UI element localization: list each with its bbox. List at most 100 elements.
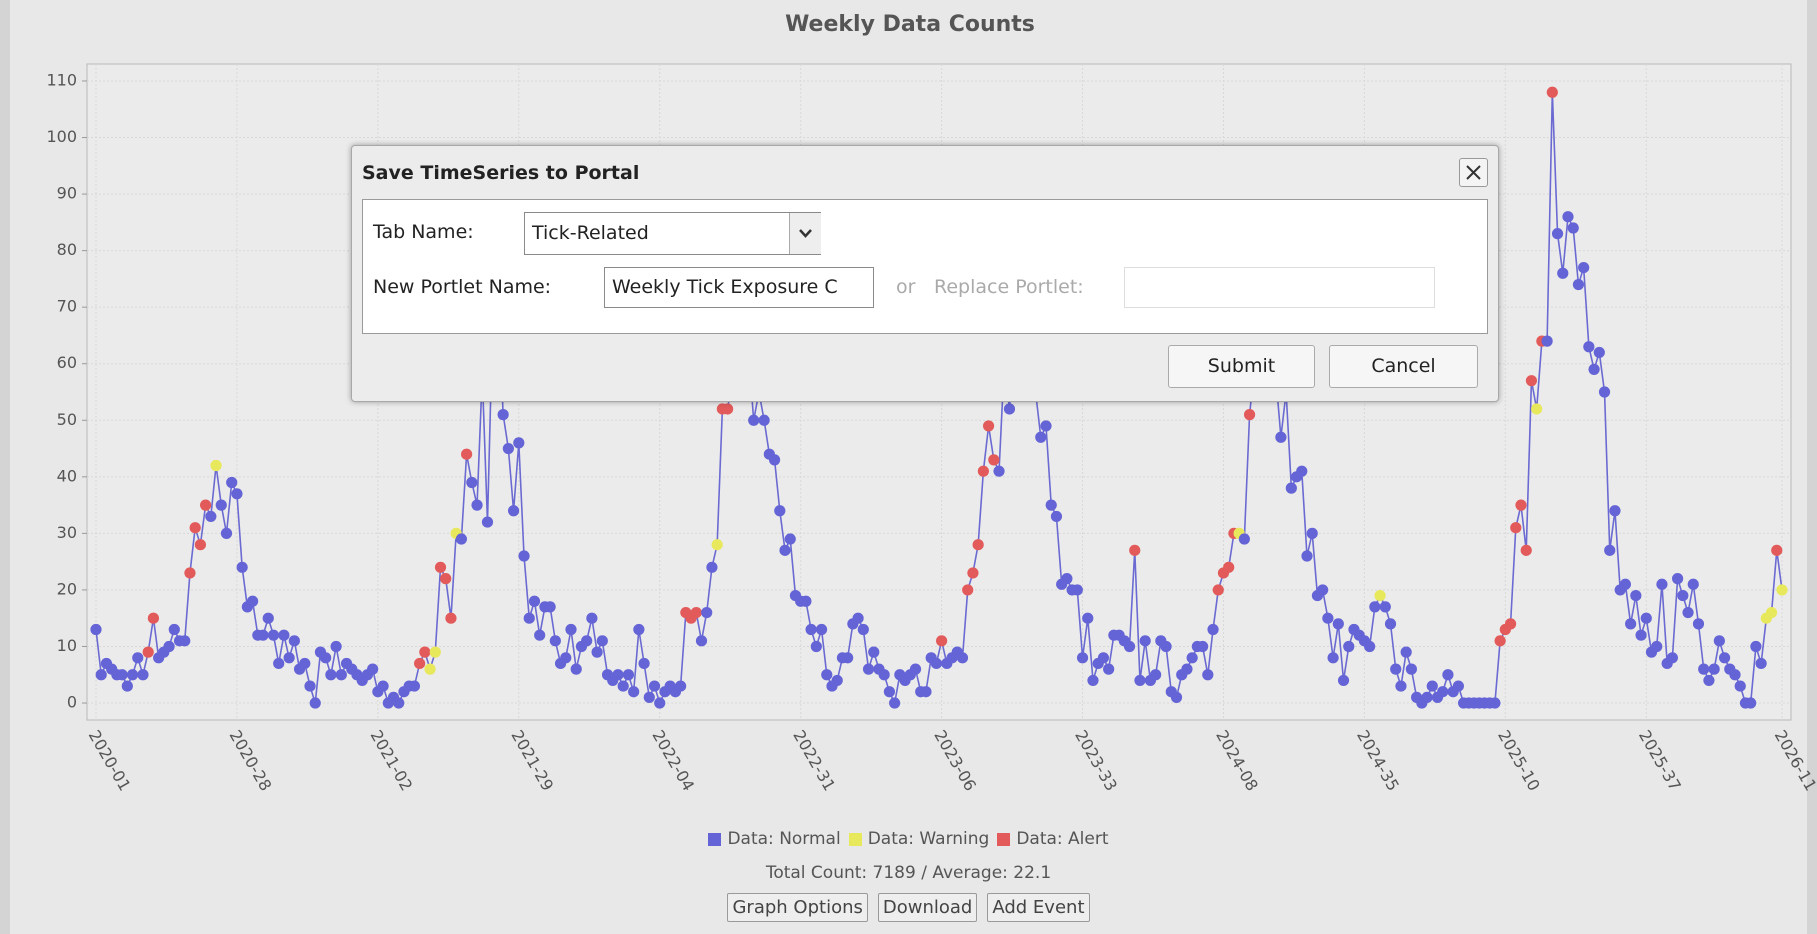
data-point bbox=[857, 623, 869, 636]
legend-item: Data: Warning bbox=[848, 829, 989, 849]
download-button[interactable]: Download bbox=[877, 892, 978, 922]
data-point bbox=[1337, 674, 1350, 687]
data-point bbox=[278, 629, 290, 641]
data-point bbox=[534, 629, 546, 641]
data-point bbox=[262, 612, 274, 624]
data-point bbox=[1682, 606, 1694, 619]
x-tick-label: 2021-02 bbox=[367, 727, 417, 794]
footer: Data: Normal Data: Warning Data: Alert T… bbox=[0, 822, 1817, 924]
data-point bbox=[1390, 663, 1402, 675]
data-point bbox=[988, 454, 1000, 466]
close-button[interactable] bbox=[1459, 158, 1488, 187]
data-point bbox=[1082, 612, 1094, 624]
data-point bbox=[831, 674, 843, 687]
data-point bbox=[1123, 640, 1136, 653]
data-point bbox=[1567, 222, 1579, 234]
data-point bbox=[424, 663, 436, 675]
data-point bbox=[1750, 640, 1762, 653]
data-point bbox=[1593, 346, 1605, 359]
x-tick-label: 2026-11 bbox=[1771, 727, 1817, 794]
data-point bbox=[273, 657, 285, 670]
data-point bbox=[1045, 499, 1057, 511]
data-point bbox=[497, 409, 509, 421]
data-point bbox=[1713, 635, 1725, 647]
data-point bbox=[231, 488, 243, 500]
data-point bbox=[1061, 573, 1073, 585]
data-point bbox=[1400, 646, 1412, 658]
data-point bbox=[868, 646, 880, 658]
y-tick-label: 10 bbox=[57, 636, 77, 655]
select-arrow bbox=[789, 213, 821, 254]
tab-select[interactable]: Tick-Related bbox=[524, 212, 821, 255]
data-point bbox=[1515, 499, 1527, 511]
legend-item: Data: Normal bbox=[708, 829, 841, 849]
data-point bbox=[325, 669, 337, 681]
data-point bbox=[1619, 578, 1632, 590]
add-event-button[interactable]: Add Event bbox=[987, 892, 1090, 922]
graph-options-button[interactable]: Graph Options bbox=[727, 892, 868, 922]
dialog-title: Save TimeSeries to Portal bbox=[362, 162, 640, 184]
data-point bbox=[1301, 550, 1313, 562]
data-point bbox=[648, 680, 661, 692]
data-point bbox=[1672, 573, 1684, 585]
data-point bbox=[184, 567, 196, 579]
data-point bbox=[163, 640, 175, 653]
data-point bbox=[706, 561, 718, 573]
data-point bbox=[1421, 691, 1433, 703]
data-point bbox=[137, 669, 149, 681]
data-point bbox=[445, 612, 457, 624]
data-point bbox=[1322, 612, 1334, 624]
x-tick-label: 2024-35 bbox=[1353, 727, 1403, 794]
data-point bbox=[1442, 669, 1454, 681]
data-point bbox=[675, 680, 687, 692]
y-tick-label: 30 bbox=[57, 523, 77, 542]
data-point bbox=[1718, 652, 1731, 664]
data-point bbox=[1296, 465, 1308, 477]
data-point bbox=[1395, 680, 1407, 692]
data-point bbox=[690, 606, 702, 619]
data-point bbox=[1181, 663, 1193, 675]
data-point bbox=[507, 505, 520, 517]
data-point bbox=[414, 657, 426, 670]
data-point bbox=[962, 584, 974, 596]
data-point bbox=[528, 595, 541, 607]
data-point bbox=[930, 657, 942, 670]
y-tick-label: 60 bbox=[57, 353, 77, 372]
tab-value: Tick-Related bbox=[532, 222, 649, 244]
data-point bbox=[622, 669, 635, 681]
legend-label: Data: Normal bbox=[727, 829, 841, 849]
data-point bbox=[1510, 522, 1522, 534]
data-point bbox=[142, 646, 154, 658]
data-point bbox=[612, 669, 624, 681]
data-point bbox=[1050, 510, 1063, 523]
portlet-input[interactable]: Weekly Tick Exposure C bbox=[604, 267, 874, 308]
x-tick-label: 2023-33 bbox=[1071, 727, 1121, 794]
data-point bbox=[628, 686, 640, 698]
data-point bbox=[1504, 618, 1517, 630]
data-point bbox=[617, 680, 629, 692]
data-point bbox=[1369, 601, 1381, 613]
data-point bbox=[1332, 618, 1344, 630]
y-tick-label: 40 bbox=[57, 466, 77, 485]
cancel-button[interactable]: Cancel bbox=[1329, 345, 1478, 388]
data-point bbox=[1578, 261, 1590, 274]
data-point bbox=[638, 657, 650, 670]
data-point bbox=[1525, 375, 1538, 387]
data-point bbox=[1426, 680, 1438, 692]
data-point bbox=[304, 680, 316, 692]
data-point bbox=[1317, 584, 1329, 596]
data-point bbox=[878, 669, 890, 681]
data-point bbox=[1364, 640, 1376, 653]
x-tick-label: 2020-01 bbox=[85, 727, 135, 794]
data-point bbox=[1745, 697, 1757, 709]
data-point bbox=[1604, 544, 1616, 556]
data-point bbox=[481, 516, 494, 528]
data-point bbox=[643, 691, 655, 703]
data-point bbox=[821, 669, 833, 681]
data-point bbox=[1765, 606, 1778, 619]
data-point bbox=[1374, 589, 1386, 602]
data-point bbox=[1734, 680, 1746, 692]
data-point bbox=[455, 533, 467, 545]
submit-button[interactable]: Submit bbox=[1168, 345, 1315, 388]
data-point bbox=[205, 510, 217, 523]
